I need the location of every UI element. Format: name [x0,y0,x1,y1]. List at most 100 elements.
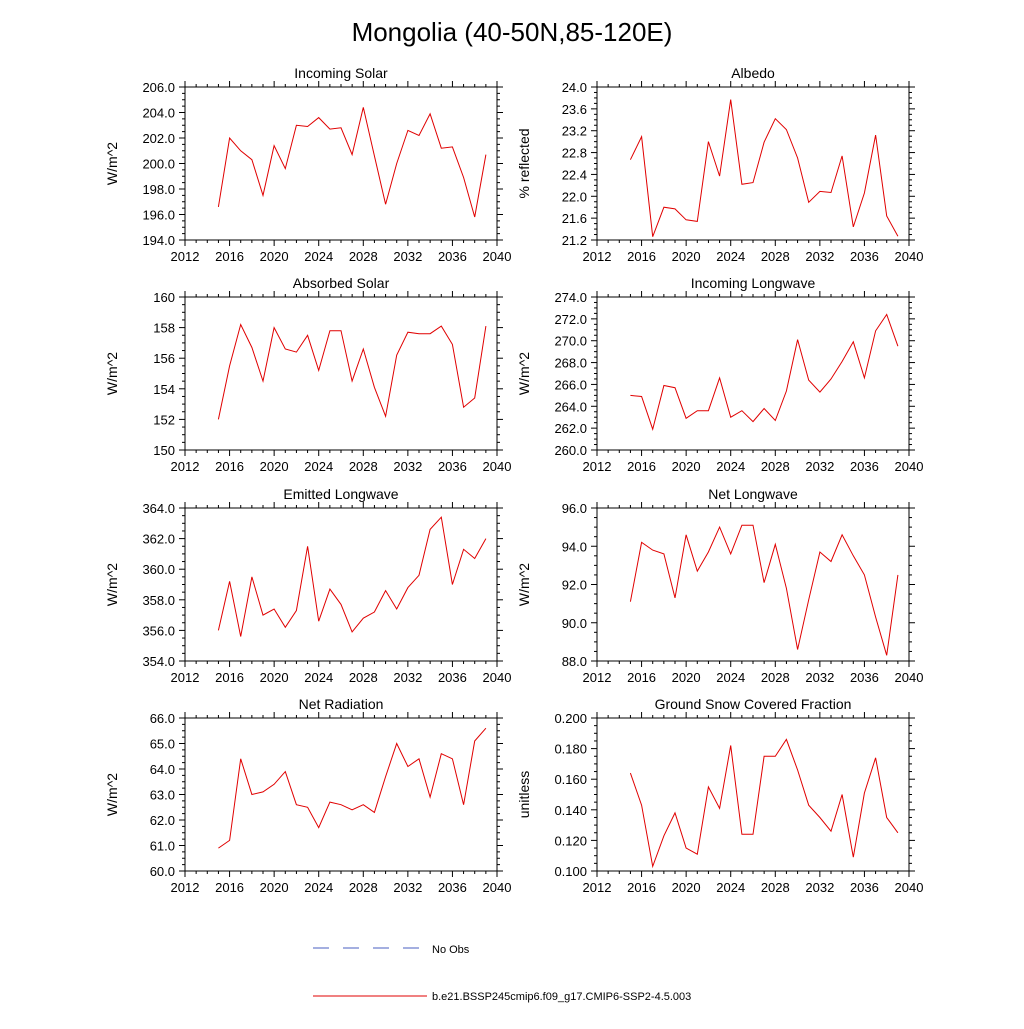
data-point [352,381,353,382]
y-tick-label: 0.160 [554,772,587,787]
plot-frame [596,717,910,872]
y-tick-label: 22.4 [562,167,587,182]
x-tick-label: 2040 [895,880,924,895]
data-point [262,381,263,382]
data-point [808,805,809,806]
data-point [830,831,831,832]
data-point [474,397,475,398]
data-point [719,175,720,176]
y-tick-label: 156 [153,351,175,366]
data-point [663,835,664,836]
y-tick-label: 22.8 [562,146,587,161]
data-point [363,804,364,805]
data-point [842,361,843,362]
data-point [385,204,386,205]
y-tick-label: 23.6 [562,102,587,117]
x-tick-label: 2032 [393,670,422,685]
data-point [764,756,765,757]
data-point [875,330,876,331]
data-point [474,740,475,741]
chart-title: Absorbed Solar [293,275,390,291]
data-point [407,587,408,588]
y-tick-label: 150 [153,443,175,458]
x-tick-label: 2012 [583,670,612,685]
data-point [218,630,219,631]
x-tick-label: 2028 [761,670,790,685]
data-point [652,236,653,237]
x-tick-label: 2028 [761,249,790,264]
y-tick-label: 62.0 [150,813,175,828]
data-point [897,574,898,575]
data-point [819,191,820,192]
data-point [363,107,364,108]
x-tick-label: 2012 [171,249,200,264]
data-point [452,146,453,147]
x-tick-label: 2032 [805,880,834,895]
data-point [764,582,765,583]
y-tick-label: 362.0 [142,532,175,547]
x-tick-label: 2024 [716,459,745,474]
data-point [764,142,765,143]
chart-panel-7: Net Radiation W/m^2 2012 2016 2020 2024 2028 20… [104,696,511,895]
data-point [262,615,263,616]
data-point [875,134,876,135]
data-point [808,379,809,380]
data-point [418,333,419,334]
x-tick-label: 2016 [627,249,656,264]
x-tick-label: 2024 [304,249,333,264]
y-tick-label: 358.0 [142,593,175,608]
data-point [396,163,397,164]
data-point [786,739,787,740]
data-point [418,575,419,576]
data-point [363,618,364,619]
data-point [296,804,297,805]
data-point [741,834,742,835]
data-point [407,766,408,767]
chart-panel-8: Ground Snow Covered Fraction unitless 2012… [516,696,923,895]
data-point [686,418,687,419]
x-tick-label: 2020 [260,670,289,685]
x-tick-label: 2024 [304,880,333,895]
data-point [674,812,675,813]
y-tick-label: 196.0 [142,208,175,223]
data-point [340,804,341,805]
data-point [218,419,219,420]
x-tick-label: 2020 [672,459,701,474]
y-tick-label: 200.0 [142,157,175,172]
data-point [730,417,731,418]
y-tick-label: 154 [153,382,175,397]
x-tick-label: 2040 [483,670,512,685]
data-point [897,346,898,347]
data-point [864,192,865,193]
data-point [452,344,453,345]
data-point [719,527,720,528]
x-tick-label: 2016 [627,880,656,895]
data-point [819,551,820,552]
y-axis-label: unitless [516,771,532,818]
data-point [752,525,753,526]
plot-frame [596,86,910,241]
x-tick-label: 2032 [805,670,834,685]
data-point [830,192,831,193]
data-point [752,421,753,422]
data-point [819,817,820,818]
data-point [853,555,854,556]
chart-title: Incoming Solar [294,65,388,81]
data-point [663,207,664,208]
data-point [708,786,709,787]
data-point [318,370,319,371]
data-point [485,728,486,729]
data-point [262,195,263,196]
data-point [853,341,854,342]
data-point [674,208,675,209]
data-point [463,407,464,408]
data-point [708,551,709,552]
chart-title: Net Radiation [299,696,384,712]
x-tick-label: 2032 [805,249,834,264]
data-point [307,546,308,547]
x-tick-label: 2012 [583,880,612,895]
data-point [240,324,241,325]
x-tick-label: 2024 [716,880,745,895]
chart-panel-3: Absorbed Solar W/m^2 2012 2016 2020 2024 2028 2… [104,275,511,474]
